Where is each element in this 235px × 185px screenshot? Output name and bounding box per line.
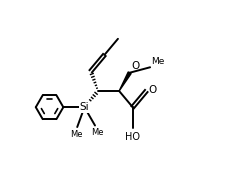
Text: O: O — [131, 61, 139, 71]
Polygon shape — [119, 72, 131, 91]
Text: Me: Me — [70, 130, 82, 139]
Text: Si: Si — [80, 102, 89, 112]
Text: O: O — [149, 85, 157, 95]
Text: Me: Me — [91, 128, 104, 137]
Text: Me: Me — [151, 57, 164, 66]
Text: HO: HO — [125, 132, 140, 142]
